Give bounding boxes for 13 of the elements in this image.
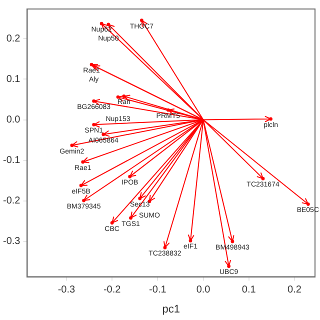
y-tick-label: -0.1 <box>2 155 21 166</box>
y-tick-label: 0.0 <box>6 114 21 126</box>
x-axis-title: pc1 <box>162 303 180 316</box>
x-tick-label: -0.3 <box>58 284 76 296</box>
y-tick-label: -0.2 <box>2 196 21 207</box>
y-tick-label: 0.1 <box>6 74 21 85</box>
x-tick-label: -0.2 <box>103 284 122 296</box>
y-tick-label: 0.2 <box>6 33 21 44</box>
y-tick-label: -0.3 <box>2 236 21 248</box>
x-tick-label: 0.2 <box>288 284 302 296</box>
x-tick-label: 0.0 <box>196 284 211 296</box>
x-tick-label: 0.1 <box>242 284 256 296</box>
x-tick-label: -0.1 <box>149 284 167 296</box>
